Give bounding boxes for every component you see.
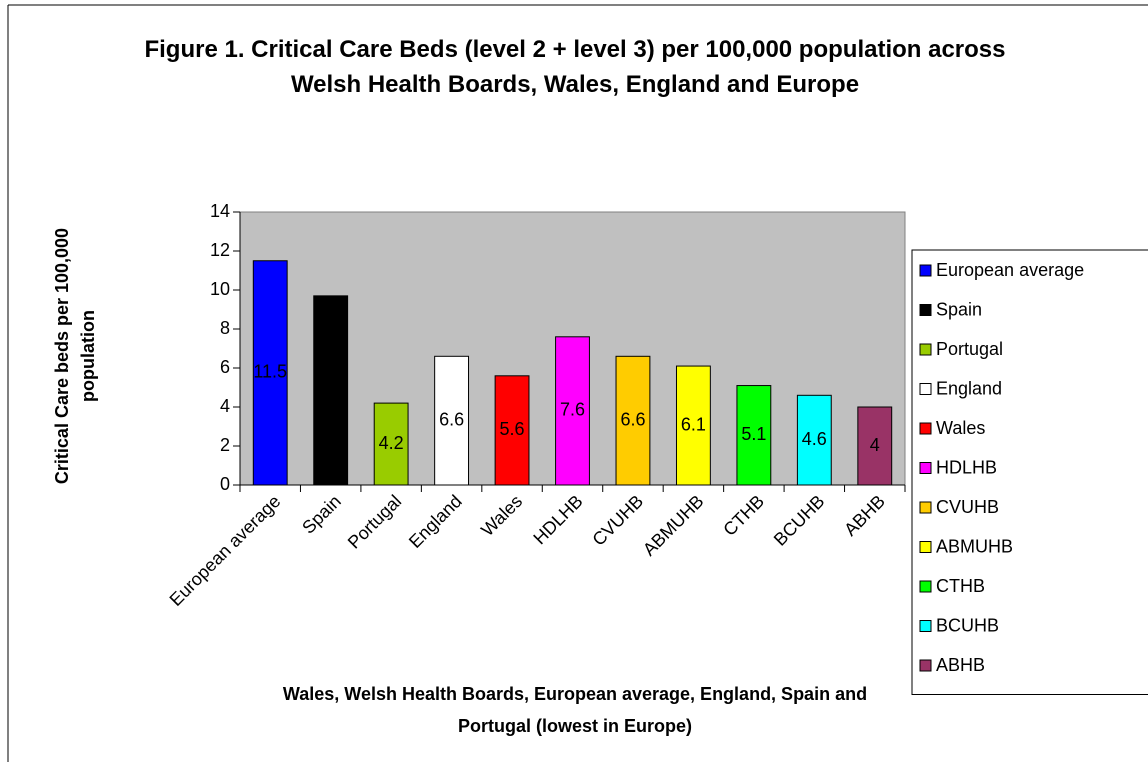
y-tick-label: 4 bbox=[220, 396, 230, 416]
bar bbox=[434, 355, 470, 486]
y-tick-label: 12 bbox=[210, 240, 230, 260]
legend-label: CVUHB bbox=[936, 497, 999, 517]
x-tick-label: European average bbox=[166, 491, 285, 610]
bar bbox=[555, 336, 590, 486]
bar bbox=[313, 295, 349, 486]
bar bbox=[373, 402, 409, 486]
data-label: 6.1 bbox=[681, 414, 706, 434]
y-axis-label: Critical Care beds per 100,000 populatio… bbox=[52, 227, 98, 485]
data-label: 4.2 bbox=[379, 433, 404, 453]
y-tick-label: 10 bbox=[210, 279, 230, 299]
data-label: 5.6 bbox=[500, 419, 525, 439]
data-label: 11.5 bbox=[253, 362, 287, 382]
data-label: 5.1 bbox=[741, 424, 766, 444]
legend-label: ABHB bbox=[936, 655, 985, 675]
x-tick-label: BCUHB bbox=[770, 491, 829, 550]
legend-swatch bbox=[919, 501, 932, 514]
legend-swatch bbox=[919, 422, 932, 435]
data-label: 9.7 bbox=[318, 379, 343, 399]
legend-label: ABMUHB bbox=[936, 536, 1013, 556]
legend-swatch bbox=[919, 304, 932, 316]
x-tick-label: ABMUHB bbox=[639, 491, 708, 560]
x-tick-label: HDLHB bbox=[529, 491, 586, 548]
bar bbox=[252, 260, 288, 486]
legend-swatch bbox=[919, 462, 932, 474]
legend-swatch bbox=[919, 620, 932, 632]
data-label: 4.6 bbox=[802, 429, 827, 449]
x-tick-label: CVUHB bbox=[588, 491, 647, 550]
x-tick-label: CTHB bbox=[719, 491, 768, 540]
y-tick-label: 6 bbox=[220, 357, 230, 377]
bar bbox=[615, 355, 651, 486]
bar bbox=[796, 394, 832, 486]
legend-swatch bbox=[919, 580, 932, 593]
legend-box bbox=[911, 249, 1148, 695]
x-tick-label: ABHB bbox=[840, 491, 889, 540]
x-tick-label: Spain bbox=[298, 491, 345, 538]
legend-swatch bbox=[919, 659, 932, 672]
legend-swatch bbox=[919, 343, 932, 356]
legend-swatch bbox=[919, 541, 932, 553]
data-label: 7.6 bbox=[560, 400, 585, 420]
chart-title: Figure 1. Critical Care Beds (level 2 + … bbox=[144, 36, 1006, 98]
legend-label: CTHB bbox=[936, 576, 985, 596]
legend-label: Wales bbox=[936, 418, 985, 438]
legend-label: England bbox=[936, 378, 1002, 398]
legend-swatch bbox=[919, 383, 932, 395]
legend-swatch bbox=[919, 264, 932, 277]
legend-label: Spain bbox=[936, 299, 982, 319]
bar bbox=[494, 375, 530, 486]
y-tick-label: 2 bbox=[220, 435, 230, 455]
y-tick-label: 14 bbox=[210, 201, 230, 221]
legend-label: BCUHB bbox=[936, 615, 999, 635]
x-tick-label: England bbox=[405, 491, 466, 552]
data-label: 4 bbox=[870, 435, 880, 455]
x-axis-label: Wales, Welsh Health Boards, European ave… bbox=[282, 684, 868, 736]
legend-label: European average bbox=[936, 260, 1084, 280]
bar bbox=[736, 385, 772, 486]
data-label: 6.6 bbox=[439, 409, 464, 429]
bar bbox=[675, 365, 711, 486]
legend-label: HDLHB bbox=[936, 457, 997, 477]
bar bbox=[857, 406, 893, 486]
data-label: 6.6 bbox=[620, 409, 645, 429]
y-tick-label: 0 bbox=[220, 474, 230, 494]
x-tick-label: Wales bbox=[477, 491, 526, 540]
x-tick-label: Portugal bbox=[344, 491, 406, 553]
y-tick-label: 8 bbox=[220, 318, 230, 338]
legend-label: Portugal bbox=[936, 339, 1003, 359]
